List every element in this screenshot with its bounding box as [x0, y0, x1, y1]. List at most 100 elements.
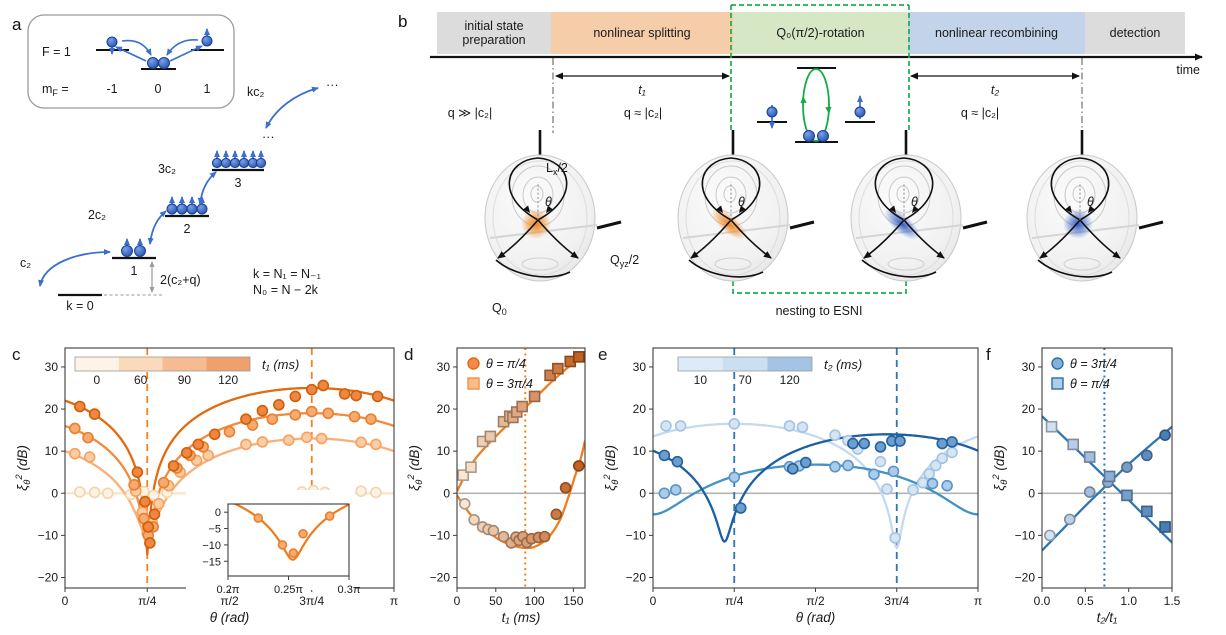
data-point-circle [728, 417, 741, 430]
data-point-circle [192, 438, 205, 451]
y-tick-label: −20 [626, 570, 647, 584]
data-point-circle [88, 408, 101, 420]
data-point-circle [1121, 461, 1133, 473]
separatrix-bottom-sweep [1037, 259, 1113, 278]
theta-angle-label-1: θ [545, 195, 552, 209]
data-point-circle [458, 497, 471, 510]
y-tick-label: −10 [202, 540, 221, 552]
phase-label: nonlinear splitting [593, 26, 690, 40]
x-tick-label: 0 [454, 594, 461, 608]
x-tick-label: π/4 [138, 594, 157, 608]
y-tick-label: 20 [45, 402, 59, 416]
y-tick-label: 10 [633, 444, 647, 458]
colorbar-swatch [162, 357, 207, 371]
mf-value-0: 0 [155, 82, 162, 96]
y-tick-label: −20 [1015, 570, 1036, 584]
data-point-square [1121, 489, 1133, 502]
data-point-circle [69, 447, 81, 460]
data-point-circle [929, 459, 942, 472]
chart-d: 0 50 100 150 −20 −10 0 10 20 30 t₁ (ms) ξθ2 (dB) θ =… [404, 345, 586, 625]
sphere-contour [1034, 160, 1130, 276]
legend-circle-icon [1051, 357, 1064, 370]
fit-curve-3 [65, 386, 394, 556]
y-tick-label: 10 [45, 444, 59, 458]
y-tick-label: 0 [639, 486, 646, 500]
q-regime-1-label: q ≫ |c₂| [448, 106, 493, 120]
y-tick-label: 30 [45, 360, 59, 374]
data-point-circle [69, 422, 81, 435]
colorbar-swatch [206, 357, 250, 371]
y-tick-label: 20 [1022, 402, 1036, 416]
y-tick-label: −20 [430, 570, 451, 584]
mf-label: mF = [42, 82, 69, 98]
data-point-circle [370, 486, 382, 499]
legend-label: θ = π/4 [486, 357, 526, 371]
qyz-axis-stub [596, 220, 622, 230]
y-tick-label: 30 [633, 360, 647, 374]
data-point-circle [941, 479, 953, 492]
separatrix-arrowhead [739, 205, 746, 213]
colorbar-tick-label: 0 [94, 373, 101, 387]
sphere-contour [521, 257, 559, 271]
x-axis-title: θ (rad) [796, 610, 836, 625]
data-point-circle [572, 460, 585, 472]
data-point-circle [468, 513, 480, 526]
data-point-square [1103, 470, 1116, 483]
separatrix-arrowhead [912, 205, 919, 213]
charts-row: 0 π/4 π/2 3π/4 π −20 −10 0 10 20 30 θ (rad) ξθ2 (dB)… [12, 345, 1181, 625]
data-point-circle [868, 468, 880, 481]
axes-box [1041, 347, 1173, 589]
legend-label: θ = 3π/4 [1070, 357, 1117, 371]
cascade-arrow-icon [147, 210, 167, 245]
marker-legend: θ = 3π/4 θ = π/4 [1051, 357, 1117, 391]
x-tick-label: 3π/4 [884, 594, 909, 608]
separatrix-loop [1050, 157, 1110, 221]
rotation-arrowhead [825, 106, 832, 114]
separatrix-arrowhead [1088, 205, 1095, 213]
data-point-circle [907, 484, 919, 496]
panel-b-letter: b [398, 12, 407, 31]
sphere-contour [530, 185, 544, 203]
atom-icon [121, 245, 133, 257]
separatrix-tail [1079, 219, 1121, 259]
data-point-square [528, 390, 541, 403]
y-tick-label: −5 [208, 524, 221, 536]
x-tick-label: 0 [62, 594, 69, 608]
atom-icon [147, 57, 159, 69]
data-point-circle [301, 431, 313, 444]
atom-icon [201, 35, 213, 47]
level-3-label: 3 [235, 176, 242, 190]
data-point-circle [322, 407, 335, 420]
legend-label: θ = 3π/4 [486, 377, 533, 391]
data-point-circle [1063, 513, 1076, 526]
data-point-circle [139, 495, 151, 508]
t1-duration-label: t₁ [638, 83, 645, 97]
sphere-contour [715, 176, 747, 214]
data-point-circle [669, 484, 682, 496]
data-point-circle [282, 434, 295, 447]
y-tick-label: −10 [1015, 528, 1036, 542]
colorbar-swatch [722, 357, 768, 371]
y-tick-label: −10 [430, 528, 451, 542]
data-point-circle [82, 431, 94, 444]
data-point-circle [88, 486, 101, 499]
atom-icon [229, 157, 241, 169]
data-points-0 [458, 460, 585, 549]
data-point-circle [355, 485, 367, 497]
phase-label: initial state [464, 19, 523, 33]
atom-icon [817, 130, 829, 142]
level-2-label: 2 [184, 222, 191, 236]
panel-d-letter: d [404, 345, 413, 364]
data-point-circle [926, 477, 939, 490]
data-point-circle [786, 463, 799, 475]
data-point-circle [148, 489, 160, 502]
atom-icon [176, 203, 188, 215]
atom-icon [158, 57, 170, 69]
q-regime-3-label: q ≈ |c₂| [961, 106, 999, 120]
separatrix-tail [730, 219, 772, 259]
level-1-label: 1 [131, 264, 138, 278]
y-tick-label: 30 [437, 360, 451, 374]
data-point-circle [101, 487, 114, 500]
panel-a-level-diagram: a F = 1 mF = -1 0 1 c₂ 2c₂ 3c₂ kc₂ ··· ·… [12, 14, 339, 313]
sphere-contour [888, 176, 920, 214]
